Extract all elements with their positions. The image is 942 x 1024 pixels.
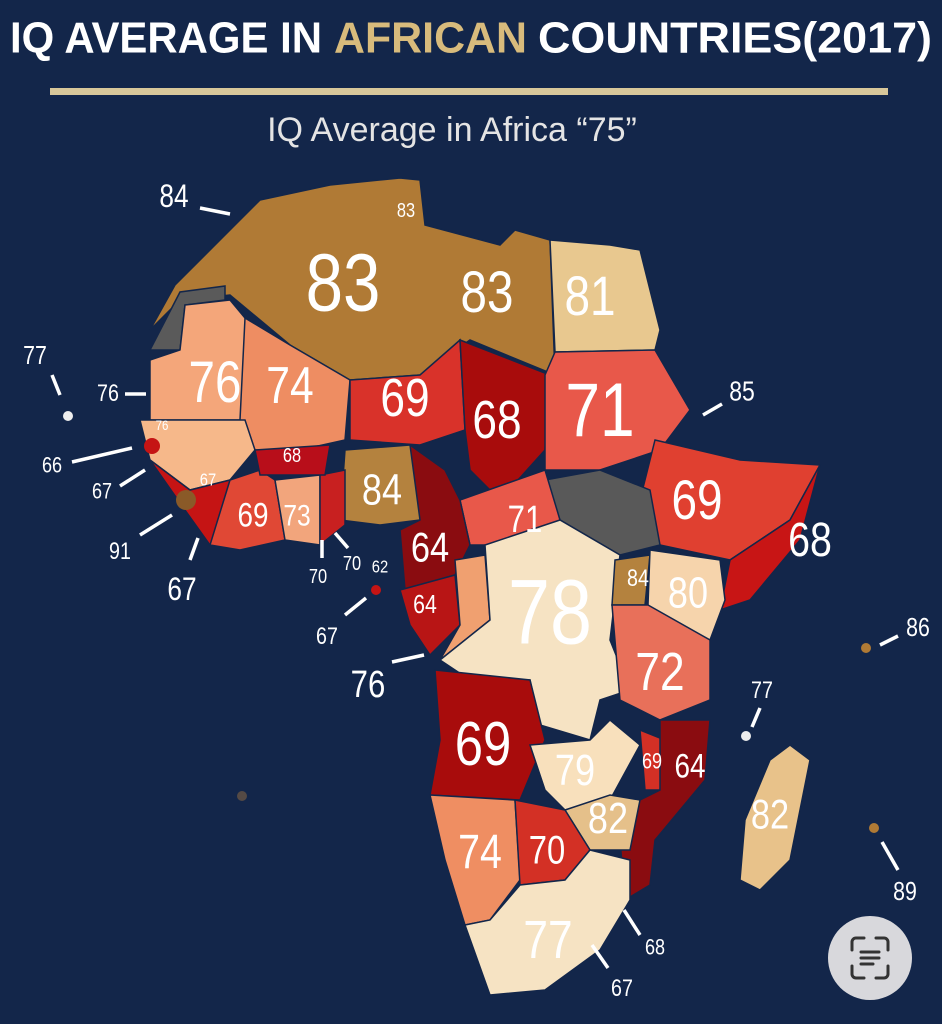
- leader-line: [590, 944, 610, 969]
- title: COUNTRIES(2017): [538, 14, 932, 63]
- scan-icon: [850, 936, 890, 980]
- value-label: 70: [529, 828, 565, 873]
- leader-line: [343, 596, 368, 617]
- value-label: 67: [316, 622, 338, 649]
- value-label: 68: [645, 936, 665, 960]
- country: [611, 604, 711, 721]
- island: [861, 643, 871, 653]
- value-label: 79: [555, 745, 595, 794]
- leader-line: [199, 206, 231, 216]
- value-label: 81: [564, 265, 615, 327]
- value-label: 70: [343, 552, 361, 575]
- title: IQ AVERAGE IN: [10, 14, 322, 63]
- value-label: 74: [458, 825, 502, 879]
- island: [144, 438, 160, 454]
- island: [869, 823, 879, 833]
- island: [176, 490, 196, 510]
- country: [429, 669, 546, 801]
- value-label: 80: [668, 568, 708, 617]
- value-label: 84: [362, 465, 402, 514]
- value-label: 77: [523, 910, 572, 970]
- value-label: 91: [109, 537, 131, 564]
- value-label: 66: [42, 454, 62, 478]
- leader-lines: [50, 206, 900, 969]
- value-label: 76: [156, 417, 169, 433]
- value-label: 69: [671, 469, 722, 531]
- country: [544, 349, 691, 471]
- value-label: 64: [411, 524, 449, 571]
- value-label: 82: [751, 791, 789, 838]
- leader-line: [119, 468, 146, 488]
- value-label: 85: [729, 377, 755, 408]
- value-label: 68: [788, 513, 832, 567]
- country: [739, 744, 811, 891]
- country: [319, 469, 346, 547]
- value-label: 76: [351, 664, 386, 706]
- leader-line: [333, 531, 350, 550]
- value-label: 86: [906, 613, 930, 643]
- island: [237, 791, 247, 801]
- value-label: 69: [642, 750, 662, 774]
- value-label: 69: [380, 368, 429, 428]
- value-label: 83: [461, 261, 514, 326]
- value-label: 82: [588, 793, 628, 842]
- value-label: 62: [372, 557, 388, 577]
- value-label: 72: [635, 642, 684, 702]
- leader-line: [879, 634, 899, 647]
- value-label: 68: [283, 444, 301, 467]
- leader-line: [750, 707, 762, 728]
- africa-map: [63, 177, 879, 996]
- value-label: 69: [455, 711, 512, 780]
- leader-line: [50, 374, 62, 396]
- value-label: 77: [751, 676, 773, 703]
- value-label: 73: [283, 498, 310, 532]
- country: [464, 849, 631, 996]
- value-label: 83: [306, 236, 381, 328]
- value-label: 84: [159, 180, 188, 215]
- value-label: 70: [309, 565, 327, 588]
- value-label: 64: [674, 747, 705, 785]
- value-label: 67: [611, 974, 633, 1001]
- country: [399, 574, 461, 657]
- value-label: 76: [97, 379, 119, 406]
- subtitle: IQ Average in Africa “75”: [267, 111, 637, 149]
- value-label: 83: [397, 199, 415, 222]
- leader-line: [71, 446, 133, 464]
- title-highlight: AFRICAN: [334, 14, 527, 63]
- leader-line: [702, 402, 723, 417]
- value-label: 67: [92, 480, 112, 504]
- value-label: 77: [23, 341, 47, 371]
- value-label: 68: [472, 390, 521, 450]
- island: [741, 731, 751, 741]
- country: [528, 718, 641, 811]
- leader-line: [880, 841, 900, 871]
- value-label: 74: [266, 357, 313, 415]
- value-label: 71: [565, 367, 634, 452]
- island: [371, 585, 381, 595]
- value-label: 84: [627, 564, 649, 591]
- value-label: 64: [413, 590, 437, 620]
- divider: [50, 88, 888, 95]
- value-label: 78: [508, 561, 592, 664]
- country: [254, 444, 331, 476]
- value-label: 89: [893, 877, 917, 907]
- value-label: 67: [167, 573, 196, 608]
- value-label: 67: [200, 470, 216, 490]
- leader-line: [622, 909, 642, 936]
- leader-line: [391, 653, 425, 664]
- value-label: 76: [189, 351, 242, 416]
- value-label: 71: [508, 499, 543, 541]
- leader-line: [139, 513, 173, 537]
- value-labels: 84 83 83 83 81 77 76 76 74 69 68 71 85 76 66 68 67 67 84 69…: [23, 180, 930, 1002]
- scan-button[interactable]: [828, 916, 912, 1000]
- island: [63, 411, 73, 421]
- value-label: 69: [237, 496, 268, 534]
- leader-line: [188, 537, 200, 561]
- country: [619, 719, 711, 902]
